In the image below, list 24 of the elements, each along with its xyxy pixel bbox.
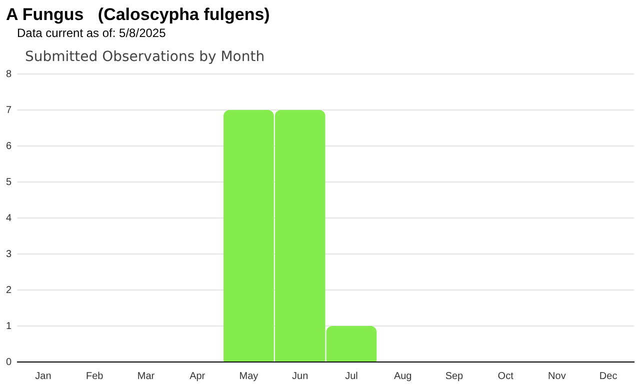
x-tick-label: Feb <box>86 370 104 382</box>
x-tick-label: Jul <box>345 370 358 382</box>
x-tick-label: Mar <box>137 370 156 382</box>
x-tick-label: May <box>239 370 258 382</box>
y-tick-label: 7 <box>6 104 12 116</box>
chart-title: A Fungus (Caloscypha fulgens) <box>6 5 270 25</box>
y-tick-label: 6 <box>6 140 12 152</box>
x-tick-label: Aug <box>394 370 412 382</box>
x-tick-label: Oct <box>498 370 514 382</box>
text: Submitted Observations by Month <box>25 49 265 65</box>
x-tick-label: Sep <box>445 370 464 382</box>
x-tick-label: Jan <box>35 370 52 382</box>
x-tick-label: Dec <box>599 370 618 382</box>
y-tick-label: 2 <box>6 284 12 296</box>
y-tick-label: 5 <box>6 176 12 188</box>
y-tick-label: 4 <box>6 212 12 224</box>
chart-subtitle: Data current as of: 5/8/2025 <box>17 26 166 40</box>
y-tick-label: 3 <box>6 248 12 260</box>
y-tick-label: 8 <box>6 68 12 80</box>
y-tick-label: 0 <box>6 356 12 368</box>
y-tick-label: 1 <box>6 320 12 332</box>
x-tick-label: Nov <box>548 370 566 382</box>
x-tick-label: Apr <box>190 370 206 382</box>
x-tick-label: Jun <box>292 370 308 382</box>
